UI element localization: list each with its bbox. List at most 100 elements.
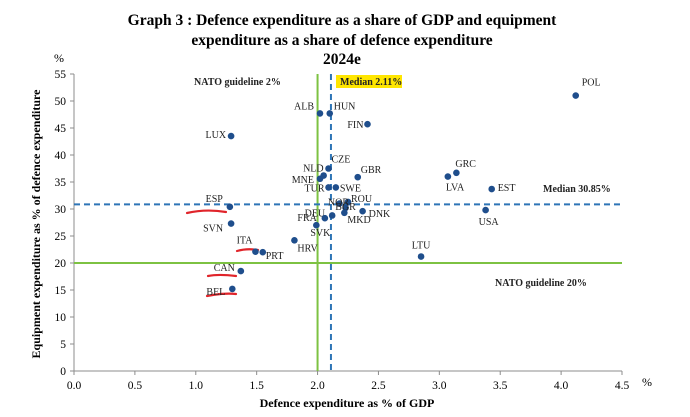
x-tick-label: 0.0 xyxy=(67,380,82,392)
data-point-fra xyxy=(321,214,329,222)
nato-equipment-guideline-label: NATO guideline 20% xyxy=(495,278,587,289)
data-point-prt xyxy=(259,248,267,256)
y-tick-label: 35 xyxy=(55,177,67,189)
point-label-alb: ALB xyxy=(294,101,314,112)
point-label-mkd: MKD xyxy=(347,215,370,226)
red-underline-esp xyxy=(185,209,228,215)
point-label-bgr: BGR xyxy=(335,202,356,213)
data-point-est xyxy=(488,185,495,193)
x-axis-label: Defence expenditure as % of GDP xyxy=(260,396,435,410)
point-label-pol: POL xyxy=(582,78,601,89)
chart-title: Graph 3 : Defence expenditure as a share… xyxy=(128,12,558,68)
x-tick-label: 3.5 xyxy=(493,380,508,392)
point-label-fra: FRA xyxy=(297,213,317,224)
y-tick-label: 10 xyxy=(55,312,67,324)
data-point-lva xyxy=(444,173,452,180)
median-gdp-label: Median 2.11% xyxy=(340,77,402,88)
x-tick-label: 1.0 xyxy=(189,380,204,392)
data-point-swe xyxy=(332,184,340,191)
y-tick-label: 45 xyxy=(55,123,67,135)
point-label-cze: CZE xyxy=(332,155,351,166)
point-label-nor: NOR xyxy=(328,198,349,209)
data-point-svk xyxy=(313,221,320,229)
x-tick-label: 2.5 xyxy=(371,380,386,392)
y-tick-label: 20 xyxy=(55,258,67,270)
point-label-rou: ROU xyxy=(351,194,373,205)
point-label-svk: SVK xyxy=(310,228,331,239)
point-label-hun: HUN xyxy=(334,101,356,112)
point-label-lux: LUX xyxy=(206,130,227,141)
red-underline-bel xyxy=(205,292,238,298)
x-tick-label: 2.0 xyxy=(310,380,325,392)
point-label-deu: DEU xyxy=(305,208,326,219)
data-point-pol xyxy=(572,92,580,99)
point-label-fin: FIN xyxy=(347,120,363,131)
data-point-grc xyxy=(453,169,460,177)
data-point-rou xyxy=(344,198,352,206)
point-label-svn: SVN xyxy=(203,224,223,235)
y-tick-label: 0 xyxy=(60,366,66,378)
title-line-1: Graph 3 : Defence expenditure as a share… xyxy=(128,12,558,29)
data-point-hun xyxy=(326,110,334,117)
point-label-usa: USA xyxy=(479,217,500,228)
point-label-swe: SWE xyxy=(340,183,361,194)
data-point-gbr xyxy=(354,173,362,181)
point-label-grc: GRC xyxy=(455,159,476,170)
data-point-mkd xyxy=(341,209,348,217)
data-point-can xyxy=(237,267,245,275)
x-axis-unit: % xyxy=(642,375,652,389)
y-axis-label: Equipment expenditure as % of defence ex… xyxy=(29,89,43,359)
data-point-bel xyxy=(229,285,236,293)
data-point-cze xyxy=(325,165,332,172)
data-point-svn xyxy=(227,220,235,227)
data-point-esp xyxy=(226,203,234,211)
point-label-nld: NLD xyxy=(303,164,324,175)
x-tick-label: 4.0 xyxy=(554,380,569,392)
point-label-mne: MNE xyxy=(292,175,314,186)
x-tick-label: 1.5 xyxy=(249,380,264,392)
title-line-2: expenditure as a share of defence expend… xyxy=(191,32,492,49)
point-label-can: CAN xyxy=(214,263,235,274)
data-point-tur xyxy=(325,184,332,191)
data-point-dnk xyxy=(359,207,366,215)
median-gdp-highlight xyxy=(336,75,402,88)
y-tick-label: 5 xyxy=(60,339,66,351)
point-label-esp: ESP xyxy=(206,194,224,205)
x-tick-label: 0.5 xyxy=(128,380,143,392)
data-point-nor xyxy=(336,200,343,207)
plot-area: 0 5 10 15 20 25 30 35 40 45 50 55 0.0 0.5 1.0 1.5 2.0 2.5… xyxy=(55,69,630,392)
y-tick-label: 30 xyxy=(55,204,67,216)
point-label-est: EST xyxy=(498,183,516,194)
point-label-prt: PRT xyxy=(266,251,284,262)
median-equipment-label: Median 30.85% xyxy=(543,184,611,195)
point-label-hrv: HRV xyxy=(297,243,318,254)
x-tick-label: 4.5 xyxy=(615,380,630,392)
data-point-alb xyxy=(316,110,324,117)
point-label-gbr: GBR xyxy=(361,165,382,176)
data-point-hrv xyxy=(291,237,298,244)
data-point-ltu xyxy=(417,253,425,260)
data-point-lux xyxy=(227,132,235,140)
y-tick-label: 15 xyxy=(55,285,67,297)
y-tick-label: 25 xyxy=(55,231,67,243)
data-point-fin xyxy=(364,120,371,128)
y-tick-label: 55 xyxy=(55,69,67,81)
y-tick-label: 50 xyxy=(55,96,67,108)
y-tick-label: 40 xyxy=(55,150,67,162)
data-point-mne xyxy=(316,175,324,183)
point-label-bel: BEL xyxy=(206,287,225,298)
data-point-deu xyxy=(328,212,336,219)
data-point-usa xyxy=(482,206,489,214)
nato-gdp-guideline-label: NATO guideline 2% xyxy=(194,77,281,88)
y-axis-unit: % xyxy=(54,51,64,65)
red-underline-can xyxy=(206,273,238,278)
point-label-ltu: LTU xyxy=(412,241,431,252)
point-label-ita: ITA xyxy=(237,236,254,247)
point-label-dnk: DNK xyxy=(369,209,391,220)
data-point-ita xyxy=(252,248,259,255)
point-label-lva: LVA xyxy=(446,183,465,194)
point-label-tur: TUR xyxy=(305,183,325,194)
title-line-3: 2024e xyxy=(323,51,361,68)
x-tick-label: 3.0 xyxy=(432,380,447,392)
